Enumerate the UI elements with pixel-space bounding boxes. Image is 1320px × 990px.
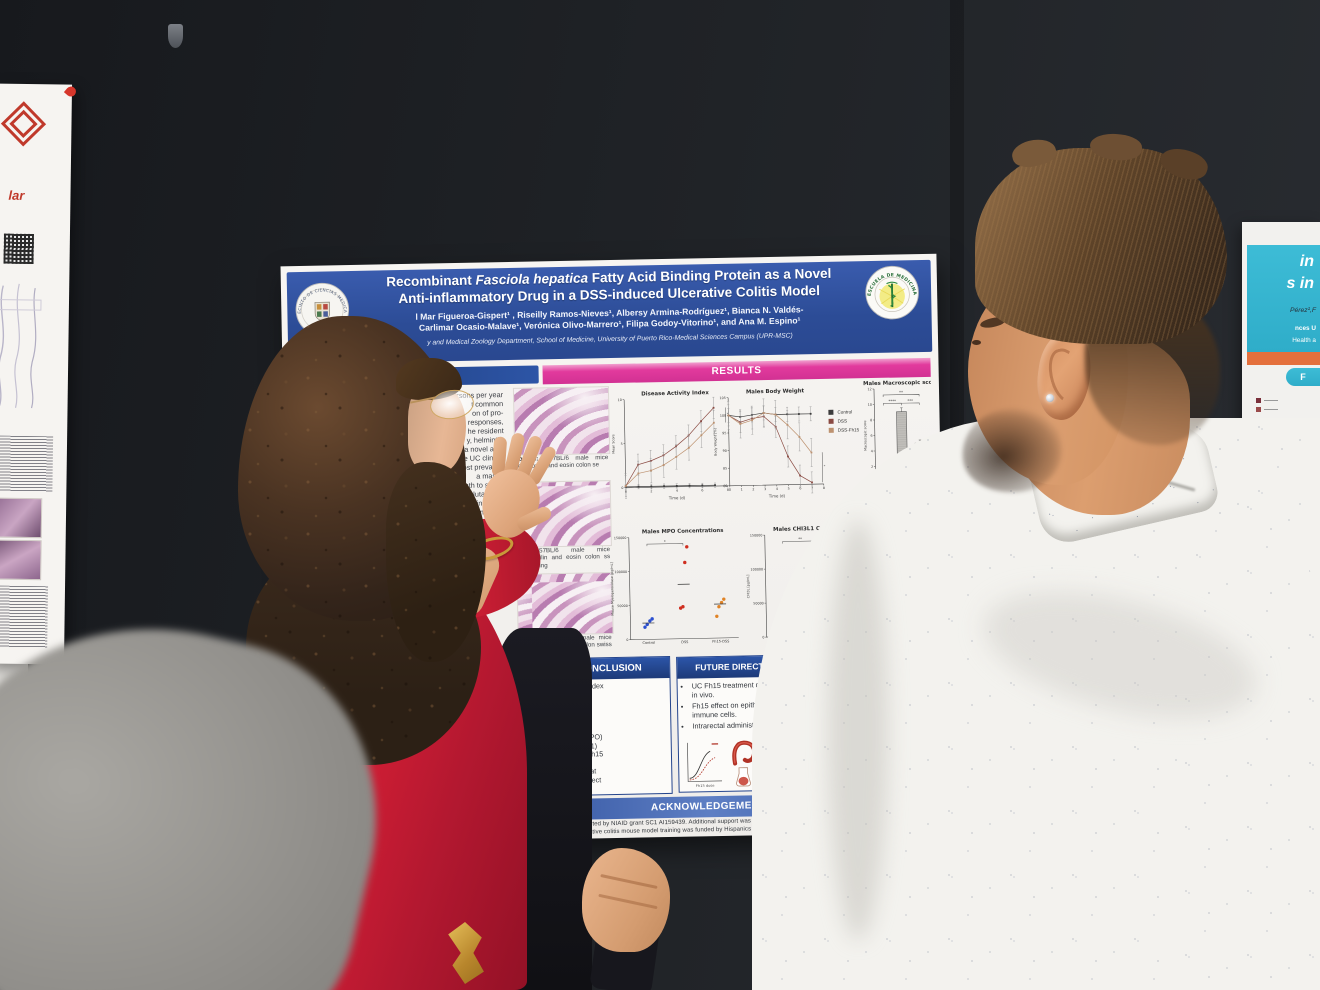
svg-text:100000: 100000	[750, 567, 763, 571]
svg-text:Males Macroscopic score: Males Macroscopic score	[863, 380, 933, 387]
legend-swatch	[828, 427, 834, 433]
chart-males-body-weight: Males Body Weight Body Weight [%] Time (d)…	[711, 386, 827, 500]
right-poster-tab: F	[1286, 368, 1320, 386]
svg-text:4: 4	[871, 449, 873, 453]
svg-text:50000: 50000	[753, 601, 764, 605]
svg-text:*: *	[727, 412, 729, 416]
svg-text:**: **	[798, 536, 802, 541]
svg-text:*: *	[664, 539, 666, 544]
svg-text:150000: 150000	[750, 533, 763, 537]
svg-text:100: 100	[720, 414, 726, 418]
left-partial-poster: lar	[0, 83, 78, 665]
right-poster-title-fragment: s in	[1286, 275, 1314, 292]
svg-text:8: 8	[727, 488, 729, 492]
wall-hook	[168, 24, 183, 48]
woman-hair-side-fall	[386, 462, 486, 662]
right-poster-authors-fragment: Pérez¹,F	[1289, 307, 1316, 314]
left-poster-logo-icon	[0, 101, 47, 147]
medicine-school-seal-icon: ESCUELA DE MEDICINA	[865, 265, 919, 320]
right-poster-text-fragment: nces U	[1295, 325, 1316, 332]
svg-text:****: ****	[888, 398, 896, 403]
species-name: Fasciola hepatica	[475, 270, 589, 288]
svg-text:4: 4	[676, 489, 678, 493]
svg-text:100000: 100000	[615, 570, 628, 574]
svg-text:Fh15 dose: Fh15 dose	[696, 784, 716, 788]
svg-text:0: 0	[762, 635, 764, 639]
shirt-fold-shadow	[828, 520, 888, 940]
left-poster-line-art	[0, 283, 42, 409]
svg-text:Mean Score: Mean Score	[611, 434, 615, 453]
qr-code-icon	[3, 233, 34, 265]
svg-text:0: 0	[626, 638, 628, 642]
svg-text:3: 3	[764, 487, 766, 491]
legend-swatch	[828, 409, 834, 415]
chart-disease-activity-index: Disease Activity Index Mean Score Time (d)…	[609, 388, 731, 502]
right-poster-title-fragment: in	[1299, 253, 1314, 270]
legend-label: Control	[837, 409, 853, 415]
svg-text:4: 4	[776, 487, 778, 491]
chart-males-mpo: Males MPO Concentrations Mouse Myeloperox…	[608, 526, 742, 653]
svg-text:Time (d): Time (d)	[768, 493, 786, 498]
svg-text:Control: Control	[642, 641, 655, 645]
svg-text:Time (d): Time (d)	[668, 495, 686, 500]
left-poster-text-block	[0, 435, 54, 493]
svg-text:0: 0	[729, 488, 731, 492]
man-hair	[975, 148, 1227, 344]
left-poster-brand-fragment: lar	[8, 187, 25, 203]
svg-text:Males MPO Concentrations: Males MPO Concentrations	[642, 528, 724, 536]
svg-text:8: 8	[870, 418, 872, 422]
svg-text:Disease Activity Index: Disease Activity Index	[641, 390, 709, 397]
svg-text:2: 2	[871, 465, 873, 469]
svg-text:10: 10	[618, 398, 622, 402]
man-eyelash	[972, 340, 981, 345]
left-poster-text-block	[0, 585, 49, 649]
svg-text:105: 105	[719, 396, 725, 400]
legend-swatch	[828, 418, 834, 424]
svg-text:95: 95	[722, 431, 726, 435]
svg-text:*: *	[824, 464, 826, 468]
svg-text:12: 12	[867, 387, 871, 391]
svg-text:85: 85	[723, 466, 727, 470]
man-earring	[1046, 394, 1054, 402]
svg-text:150000: 150000	[614, 536, 627, 540]
svg-text:Mouse Myeloperoxidase [pg/mL]: Mouse Myeloperoxidase [pg/mL]	[610, 562, 615, 616]
svg-text:90: 90	[723, 449, 727, 453]
svg-text:Macroscopic score: Macroscopic score	[863, 420, 868, 450]
svg-text:1: 1	[741, 488, 743, 492]
svg-text:5: 5	[788, 487, 790, 491]
svg-text:Males Body Weight: Males Body Weight	[746, 388, 805, 395]
svg-text:2: 2	[752, 487, 754, 491]
right-poster-header: in s in Pérez¹,F nces U Health a	[1247, 245, 1320, 352]
svg-text:6: 6	[701, 488, 703, 492]
svg-text:10: 10	[868, 403, 872, 407]
specimen-flask-icon	[736, 767, 752, 787]
svg-text:Body Weight [%]: Body Weight [%]	[713, 428, 718, 456]
left-poster-figure	[0, 539, 42, 581]
svg-text:DSS: DSS	[681, 640, 689, 644]
svg-text:6: 6	[870, 434, 872, 438]
campus-seal-icon: RECINTO DE CIENCIAS MEDICAS	[293, 280, 350, 337]
svg-text:CHI3L [pg/mL]: CHI3L [pg/mL]	[746, 575, 750, 599]
svg-text:80: 80	[723, 484, 727, 488]
legend-label: DSS	[837, 418, 848, 424]
svg-text:2: 2	[650, 489, 652, 493]
legend-label: DSS-Fh15	[837, 427, 860, 433]
right-poster-text-fragment: Health a	[1292, 337, 1316, 344]
poster-pin	[63, 84, 78, 99]
left-poster-figure	[0, 497, 43, 539]
svg-text:0: 0	[621, 486, 623, 490]
right-poster-orange-stripe	[1247, 352, 1320, 365]
right-poster-tab-label: F	[1300, 372, 1306, 382]
dose-response-curve-icon: Fh15 dose	[687, 742, 723, 788]
svg-text:8: 8	[823, 486, 825, 490]
svg-text:5: 5	[621, 442, 623, 446]
svg-text:6: 6	[799, 486, 801, 490]
svg-text:50000: 50000	[617, 604, 628, 608]
svg-text:Fh15-DSS: Fh15-DSS	[712, 639, 730, 643]
svg-text:***: ***	[907, 398, 913, 403]
svg-text:**: **	[899, 390, 903, 395]
